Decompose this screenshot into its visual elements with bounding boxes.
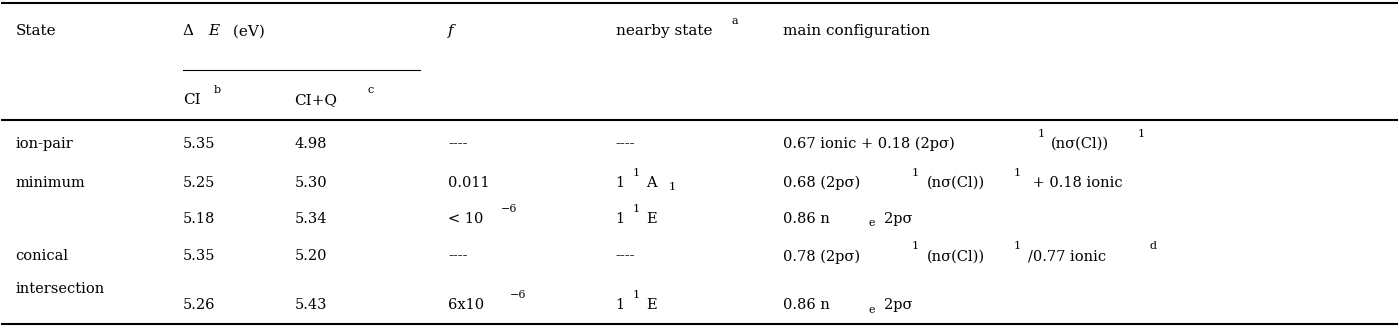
Text: −6: −6 xyxy=(501,204,518,214)
Text: E: E xyxy=(646,298,658,312)
Text: 5.35: 5.35 xyxy=(183,249,215,263)
Text: intersection: intersection xyxy=(15,282,105,296)
Text: ----: ---- xyxy=(448,249,467,263)
Text: 1: 1 xyxy=(616,298,625,312)
Text: 5.20: 5.20 xyxy=(295,249,327,263)
Text: 0.68 (2pσ): 0.68 (2pσ) xyxy=(783,176,860,190)
Text: 0.78 (2pσ): 0.78 (2pσ) xyxy=(783,249,860,264)
Text: e: e xyxy=(869,218,874,228)
Text: (nσ(Cl)): (nσ(Cl)) xyxy=(928,249,985,263)
Text: 5.30: 5.30 xyxy=(295,176,327,190)
Text: conical: conical xyxy=(15,249,69,263)
Text: 1: 1 xyxy=(632,204,639,214)
Text: 5.18: 5.18 xyxy=(183,212,215,226)
Text: 0.86 n: 0.86 n xyxy=(783,212,830,226)
Text: 6x10: 6x10 xyxy=(448,298,484,312)
Text: 1: 1 xyxy=(616,212,625,226)
Text: 1: 1 xyxy=(1014,168,1021,178)
Text: (eV): (eV) xyxy=(228,24,264,38)
Text: ----: ---- xyxy=(616,137,635,151)
Text: 1: 1 xyxy=(912,168,919,178)
Text: (nσ(Cl)): (nσ(Cl)) xyxy=(1051,137,1109,151)
Text: ion-pair: ion-pair xyxy=(15,137,73,151)
Text: + 0.18 ionic: + 0.18 ionic xyxy=(1028,176,1122,190)
Text: /0.77 ionic: /0.77 ionic xyxy=(1028,249,1105,263)
Text: 1: 1 xyxy=(632,290,639,300)
Text: minimum: minimum xyxy=(15,176,85,190)
Text: E: E xyxy=(208,24,220,38)
Text: 1: 1 xyxy=(1014,241,1021,251)
Text: e: e xyxy=(869,305,874,315)
Text: ----: ---- xyxy=(448,137,467,151)
Text: −6: −6 xyxy=(509,290,526,300)
Text: nearby state: nearby state xyxy=(616,24,718,38)
Text: E: E xyxy=(646,212,658,226)
Text: 1: 1 xyxy=(1038,129,1045,139)
Text: main configuration: main configuration xyxy=(783,24,930,38)
Text: 5.43: 5.43 xyxy=(295,298,327,312)
Text: 4.98: 4.98 xyxy=(295,137,327,151)
Text: 2pσ: 2pσ xyxy=(884,298,912,312)
Text: Δ: Δ xyxy=(183,24,194,38)
Text: 1: 1 xyxy=(632,168,639,178)
Text: 0.67 ionic + 0.18 (2pσ): 0.67 ionic + 0.18 (2pσ) xyxy=(783,137,956,151)
Text: 2pσ: 2pσ xyxy=(884,212,912,226)
Text: CI: CI xyxy=(183,93,200,107)
Text: A: A xyxy=(646,176,658,190)
Text: f: f xyxy=(448,24,453,38)
Text: 5.25: 5.25 xyxy=(183,176,215,190)
Text: 1: 1 xyxy=(616,176,625,190)
Text: b: b xyxy=(214,85,221,94)
Text: c: c xyxy=(367,85,374,94)
Text: 0.011: 0.011 xyxy=(448,176,490,190)
Text: 1: 1 xyxy=(1137,129,1144,139)
Text: 1: 1 xyxy=(669,183,676,192)
Text: (nσ(Cl)): (nσ(Cl)) xyxy=(928,176,985,190)
Text: 5.35: 5.35 xyxy=(183,137,215,151)
Text: < 10: < 10 xyxy=(448,212,484,226)
Text: 5.26: 5.26 xyxy=(183,298,215,312)
Text: 5.34: 5.34 xyxy=(295,212,327,226)
Text: d: d xyxy=(1149,241,1156,251)
Text: 1: 1 xyxy=(912,241,919,251)
Text: CI+Q: CI+Q xyxy=(295,93,337,107)
Text: ----: ---- xyxy=(616,249,635,263)
Text: State: State xyxy=(15,24,56,38)
Text: 0.86 n: 0.86 n xyxy=(783,298,830,312)
Text: a: a xyxy=(732,16,739,26)
